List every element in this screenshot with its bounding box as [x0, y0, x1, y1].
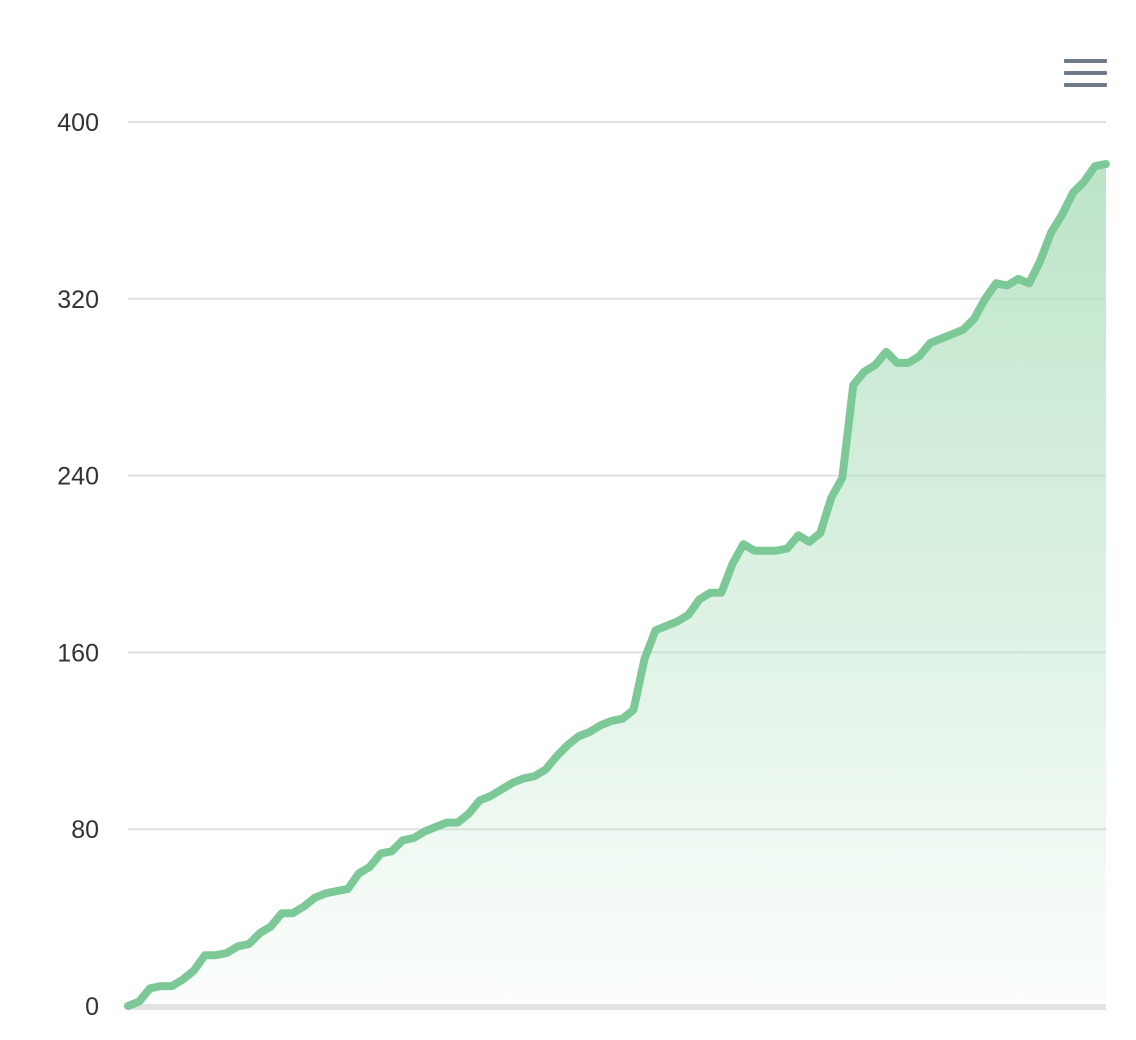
y-tick-label: 160 [57, 639, 99, 667]
y-axis-tick-labels: 0 80 160 240 320 400 [57, 109, 99, 1021]
y-tick-label: 400 [57, 109, 99, 137]
series-area-fill [128, 164, 1106, 1006]
y-tick-label: 0 [85, 993, 99, 1021]
y-tick-label: 320 [57, 286, 99, 314]
hamburger-menu-icon [1064, 59, 1107, 87]
plot-area [124, 160, 1110, 1010]
chart-menu-button[interactable] [1058, 52, 1112, 94]
series-line [124, 160, 1110, 1010]
y-tick-label: 80 [71, 816, 99, 844]
y-tick-label: 240 [57, 463, 99, 491]
